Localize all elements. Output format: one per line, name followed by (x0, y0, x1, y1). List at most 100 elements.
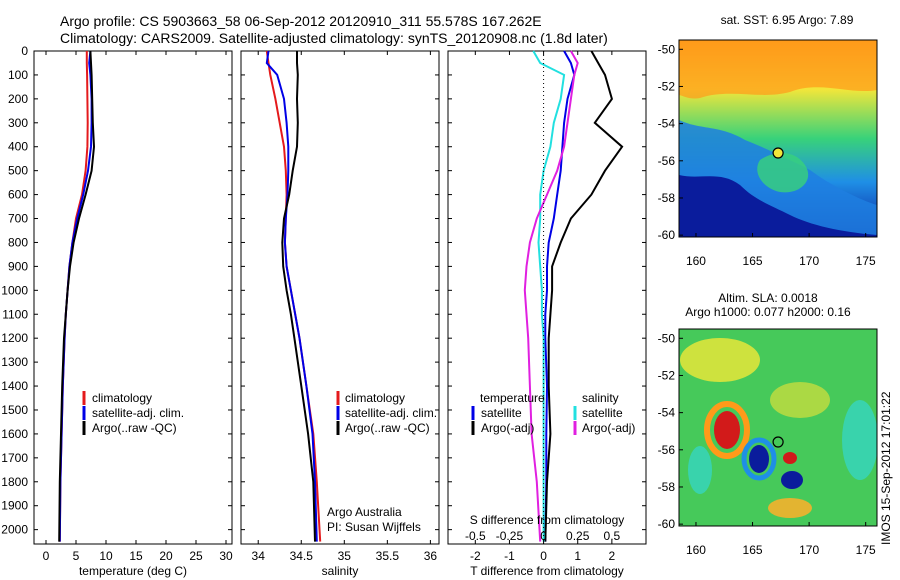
latitude-tick-label: -58 (658, 480, 676, 494)
legend-satellite-label: satellite-adj. clim. (92, 406, 184, 420)
sla-low-anomaly (749, 445, 769, 473)
temperature-series (58, 50, 96, 542)
sla-map-axis-ticks: 160 165 170 175 -50 -52 -54 -56 -58 -60 (658, 331, 876, 557)
depth-tick-label: 1200 (1, 331, 28, 345)
sst-map-axis-ticks: 160 165 170 175 -50 -52 -54 -56 -58 -60 (658, 42, 876, 268)
latitude-tick-label: -52 (658, 368, 676, 382)
sla-yellow-patch (680, 338, 760, 382)
series-line-satellite-adj-clim (265, 50, 318, 542)
depth-tick-label: 0 (21, 44, 28, 58)
top-x-tick-label: 0 (540, 529, 547, 543)
x-tick-label: 15 (129, 549, 143, 563)
latitude-tick-label: -56 (658, 443, 676, 457)
legend-temperature-title: temperature (480, 391, 545, 405)
sla-map-subtitle: Argo h1000: 0.077 h2000: 0.16 (685, 305, 851, 319)
depth-tick-label: 500 (8, 164, 28, 178)
sla-map-title: Altim. SLA: 0.0018 (718, 291, 818, 305)
longitude-tick-label: 160 (686, 543, 706, 557)
depth-tick-label: 100 (8, 68, 28, 82)
x-tick-label: -1 (504, 549, 515, 563)
difference-series (523, 50, 624, 542)
latitude-tick-label: -54 (658, 117, 676, 131)
x-tick-label: 5 (73, 549, 80, 563)
argo-location-marker (772, 436, 784, 448)
sla-low-anomaly (781, 471, 803, 489)
sla-low-anomaly-halo (741, 437, 777, 481)
sla-cyan-patch (688, 446, 712, 494)
temperature-axis-ticks: 0 5 10 15 20 25 30 (43, 51, 233, 563)
sla-high-anomaly (714, 411, 740, 449)
depth-tick-label: 2000 (1, 523, 28, 537)
longitude-tick-label: 175 (856, 543, 876, 557)
x-tick-label: 0 (43, 549, 50, 563)
x-tick-label: 30 (219, 549, 233, 563)
sst-map-frame (678, 39, 878, 238)
longitude-tick-label: 175 (856, 254, 876, 268)
depth-tick-label: 800 (8, 235, 28, 249)
sst-cold-water (679, 175, 877, 237)
temperature-axis-label: temperature (deg C) (79, 564, 187, 578)
argo-location-marker (772, 147, 784, 159)
x-tick-label: 34.5 (290, 549, 314, 563)
salinity-axis-ticks: 34 34.5 35 35.5 36 (252, 51, 437, 563)
top-x-tick-label: -0.25 (496, 529, 524, 543)
t-difference-axis-ticks: -2 -1 0 1 2 (470, 51, 616, 563)
temperature-panel (33, 50, 233, 545)
top-x-tick-label: -0.5 (465, 529, 486, 543)
latitude-tick-label: -58 (658, 191, 676, 205)
legend-satellite-label: satellite-adj. clim. (345, 406, 437, 420)
sst-map (679, 40, 877, 237)
x-tick-label: 10 (99, 549, 113, 563)
x-tick-label: 35.5 (376, 549, 400, 563)
depth-axis-ticks: 0 100 200 300 400 500 600 700 800 900 1000 1100 1200… (1, 44, 646, 537)
sst-warm-water (679, 40, 877, 99)
depth-tick-label: 1400 (1, 379, 28, 393)
x-tick-label: 25 (189, 549, 203, 563)
temperature-legend: climatology satellite-adj. clim. Argo(..… (82, 391, 184, 435)
salinity-series (265, 50, 322, 542)
salinity-axis-label: salinity (322, 564, 359, 578)
legend-t-satellite-label: satellite (481, 406, 522, 420)
x-tick-label: 2 (609, 549, 616, 563)
depth-tick-label: 1000 (1, 283, 28, 297)
s-difference-axis-label: S difference from climatology (470, 513, 625, 527)
top-x-tick-label: 0.25 (566, 529, 590, 543)
depth-tick-label: 1300 (1, 355, 28, 369)
depth-tick-label: 1700 (1, 451, 28, 465)
sla-map-frame (678, 328, 878, 527)
depth-tick-label: 1800 (1, 475, 28, 489)
latitude-tick-label: -50 (658, 331, 676, 345)
legend-s-satellite-label: satellite (582, 406, 623, 420)
difference-legend: temperature satellite Argo(-adj) salinit… (471, 391, 635, 435)
series-line-argo-raw-qc (58, 50, 96, 542)
longitude-tick-label: 165 (743, 254, 763, 268)
latitude-tick-label: -50 (658, 42, 676, 56)
sla-yellow-patch (770, 382, 830, 418)
x-tick-label: 0 (540, 549, 547, 563)
sla-high-anomaly (783, 452, 797, 464)
salinity-panel (240, 50, 440, 545)
depth-tick-label: 1100 (2, 307, 28, 321)
longitude-tick-label: 165 (743, 543, 763, 557)
x-tick-label: 34 (252, 549, 266, 563)
series-line-s-satellite (532, 50, 566, 542)
title-line-1: Argo profile: CS 5903663_58 06-Sep-2012 … (60, 13, 542, 29)
x-tick-label: 35 (338, 549, 352, 563)
depth-tick-label: 900 (8, 259, 28, 273)
t-difference-axis-label: T difference from climatology (470, 564, 624, 578)
latitude-tick-label: -56 (658, 154, 676, 168)
sst-green-patch (757, 153, 809, 193)
series-line-t-argo-adj (544, 50, 624, 542)
x-tick-label: 1 (574, 549, 581, 563)
legend-argo-label: Argo(..raw -QC) (345, 421, 430, 435)
depth-tick-label: 400 (8, 140, 28, 154)
sla-high-anomaly-halo (704, 401, 750, 459)
latitude-tick-label: -54 (658, 406, 676, 420)
sla-map (679, 329, 877, 526)
sla-orange-patch (768, 498, 812, 518)
depth-tick-label: 200 (8, 92, 28, 106)
depth-tick-label: 300 (8, 116, 28, 130)
legend-t-argo-label: Argo(-adj) (481, 421, 534, 435)
depth-tick-label: 1600 (1, 427, 28, 441)
